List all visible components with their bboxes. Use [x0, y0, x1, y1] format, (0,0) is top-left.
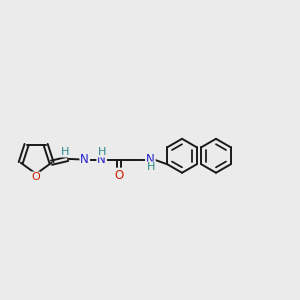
Text: O: O — [114, 169, 123, 182]
Text: H: H — [98, 146, 106, 157]
Text: O: O — [31, 172, 40, 182]
Text: N: N — [146, 153, 155, 166]
Text: N: N — [98, 153, 106, 166]
Text: H: H — [61, 146, 69, 157]
Text: H: H — [147, 162, 156, 172]
Text: N: N — [80, 153, 89, 166]
